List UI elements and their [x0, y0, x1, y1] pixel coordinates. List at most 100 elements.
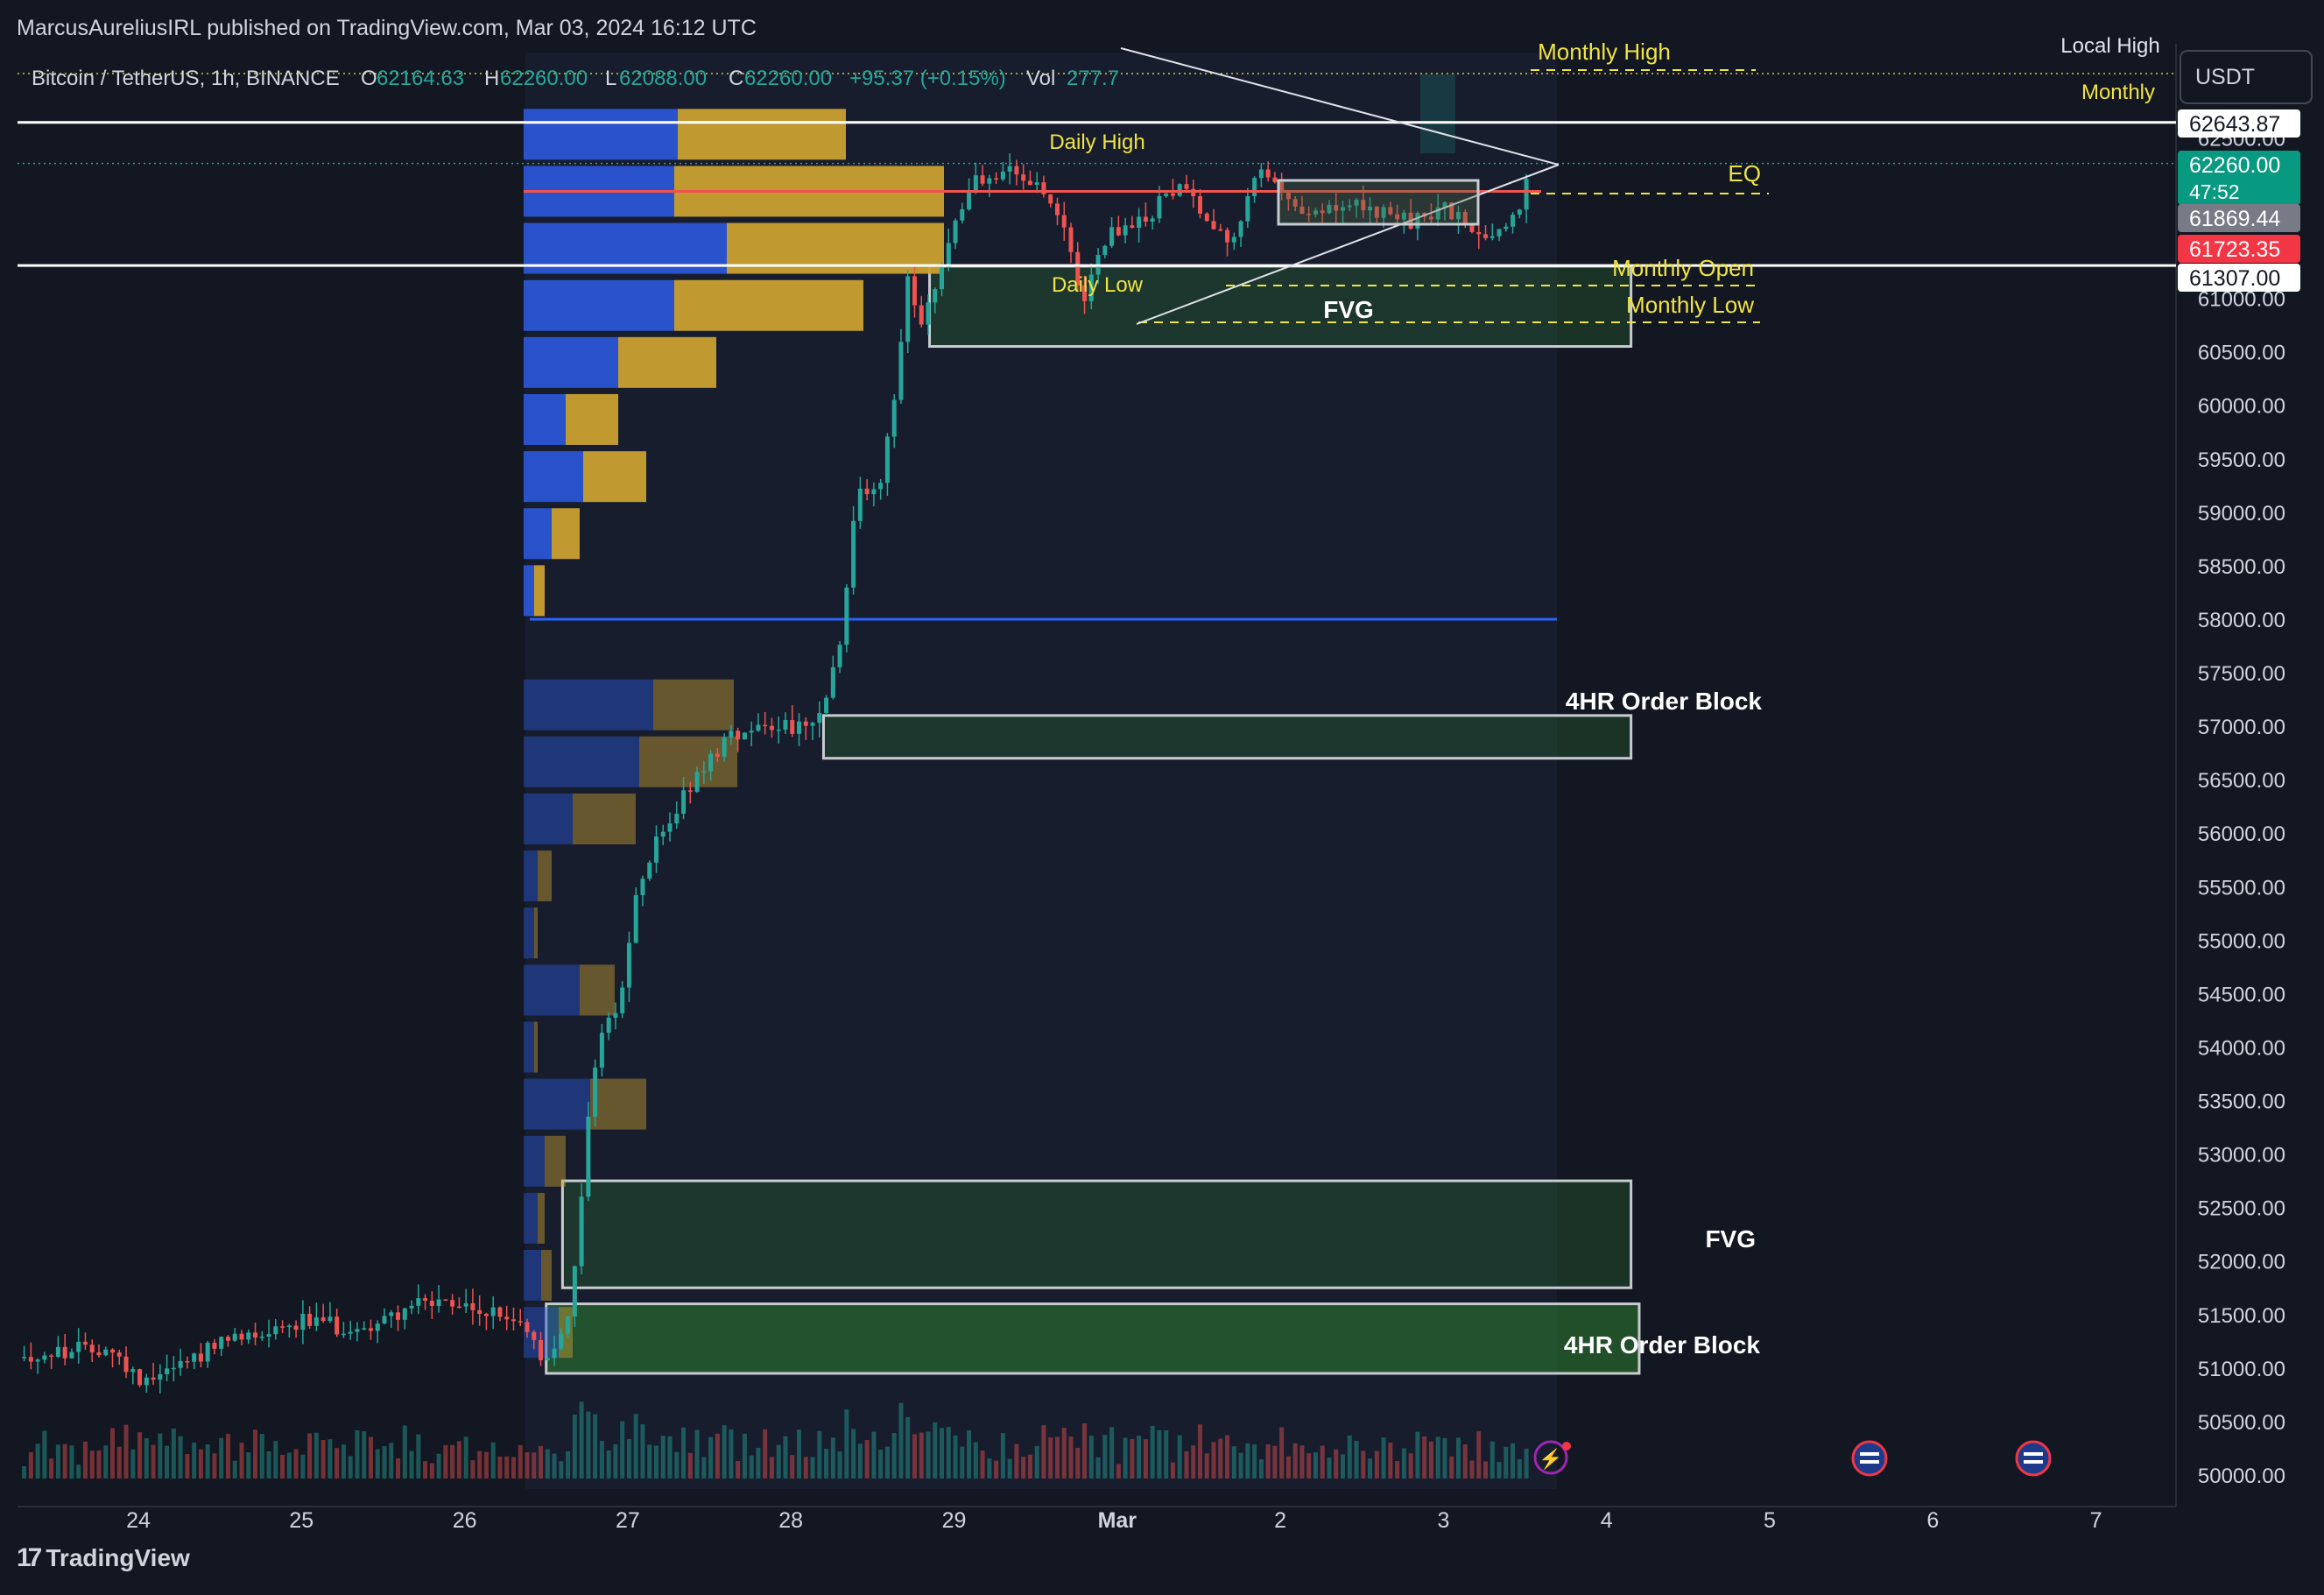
candle-body	[1007, 166, 1012, 172]
label-daily-low: Daily Low	[1052, 273, 1144, 297]
volume-bar	[1469, 1460, 1475, 1479]
candle-body	[1082, 285, 1088, 301]
candle-body	[620, 987, 625, 1013]
candle-body	[55, 1346, 60, 1358]
candle-body	[293, 1325, 299, 1330]
volume-bar	[313, 1432, 319, 1479]
zone-label: 4HR Order Block	[1564, 1331, 1760, 1359]
candle-body	[891, 399, 897, 437]
legend-item: 277.7	[1067, 67, 1119, 90]
vp-sell-bar	[552, 508, 580, 560]
vp-sell-bar	[618, 336, 716, 388]
price-tick-label: 53500.00	[2198, 1090, 2285, 1114]
price-tick-label: 53000.00	[2198, 1144, 2285, 1168]
volume-bar	[1449, 1456, 1454, 1479]
volume-bar	[987, 1458, 992, 1479]
candle-body	[1048, 194, 1053, 204]
candle-body	[960, 209, 965, 221]
candle-body	[545, 1358, 550, 1360]
candle-body	[1285, 193, 1291, 200]
volume-bar	[1455, 1437, 1461, 1479]
legend-item: 62260.00	[500, 67, 588, 90]
volume-bar	[123, 1424, 129, 1479]
volume-bar	[232, 1460, 237, 1479]
tradingview-brand[interactable]: 17 TradingView	[17, 1543, 190, 1573]
candle-body	[1204, 213, 1209, 222]
volume-bar	[864, 1440, 870, 1479]
candle-body	[973, 175, 978, 192]
candle-body	[722, 737, 727, 757]
price-tick-label: 54500.00	[2198, 983, 2285, 1006]
volume-bar	[151, 1444, 156, 1479]
price-tag-label: 61723.35	[2189, 237, 2280, 262]
volume-bar	[1137, 1436, 1142, 1479]
label-monthly: Monthly	[2081, 81, 2155, 104]
range-box	[1277, 179, 1480, 226]
volume-bar	[198, 1449, 203, 1479]
volume-bar	[1157, 1429, 1162, 1479]
candle-body	[341, 1333, 346, 1336]
candle-body	[443, 1299, 448, 1302]
candle-body	[1265, 169, 1271, 178]
candle-body	[1075, 251, 1081, 286]
price-tick-label: 56000.00	[2198, 822, 2285, 846]
volume-bar	[926, 1431, 931, 1479]
legend-item: Bitcoin / TetherUS, 1h, BINANCE	[32, 67, 340, 90]
volume-bar	[1184, 1450, 1189, 1479]
volume-bar	[1014, 1443, 1019, 1479]
volume-bar	[286, 1452, 292, 1479]
volume-bar	[1000, 1433, 1005, 1479]
candle-body	[559, 1333, 564, 1349]
candle-body	[1177, 184, 1182, 196]
time-tick-label: 24	[126, 1508, 151, 1533]
volume-bar	[681, 1427, 687, 1479]
price-tag	[2178, 204, 2300, 232]
volume-bar	[1231, 1446, 1236, 1479]
candle-body	[470, 1302, 475, 1310]
candle-body	[987, 178, 992, 184]
candle-body	[817, 713, 822, 723]
candle-body	[1435, 207, 1440, 220]
volume-bar	[470, 1460, 475, 1479]
volume-bar	[769, 1457, 774, 1479]
vp-buy-bar	[524, 850, 538, 902]
candle-body	[763, 724, 768, 727]
candle-body	[1238, 221, 1243, 237]
candle-body	[313, 1317, 319, 1326]
candle-body	[497, 1307, 503, 1317]
candle-body	[1449, 202, 1454, 220]
volume-bar	[456, 1441, 461, 1479]
candle-body	[525, 1322, 530, 1332]
volume-bar	[953, 1435, 958, 1479]
zone-box	[560, 1179, 1633, 1289]
candle-body	[300, 1313, 306, 1330]
candle-body	[1347, 205, 1352, 208]
volume-bar	[1123, 1437, 1128, 1479]
vp-buy-bar	[524, 336, 618, 388]
volume-bar	[225, 1434, 230, 1479]
volume-bar	[1272, 1445, 1278, 1479]
candle-body	[96, 1352, 102, 1356]
zone-box	[545, 1302, 1641, 1375]
time-tick-label: 28	[778, 1508, 803, 1533]
volume-bar	[871, 1431, 877, 1479]
price-tick-label: 55000.00	[2198, 929, 2285, 953]
vp-sell-bar	[538, 850, 552, 902]
volume-bar	[1054, 1436, 1060, 1479]
volume-bar	[1164, 1430, 1169, 1479]
volume-bar	[878, 1450, 884, 1479]
volume-bar	[497, 1456, 503, 1479]
candle-body	[103, 1349, 109, 1356]
candle-body	[335, 1316, 340, 1335]
candle-body	[69, 1352, 74, 1359]
candle-body	[1034, 182, 1039, 186]
volume-bar	[1415, 1431, 1420, 1479]
candle-body	[1061, 215, 1067, 228]
volume-bar	[898, 1402, 904, 1479]
candle-body	[837, 645, 842, 667]
volume-bar	[946, 1427, 951, 1479]
publisher-header: MarcusAureliusIRL published on TradingVi…	[17, 16, 757, 40]
volume-bar	[830, 1437, 835, 1479]
